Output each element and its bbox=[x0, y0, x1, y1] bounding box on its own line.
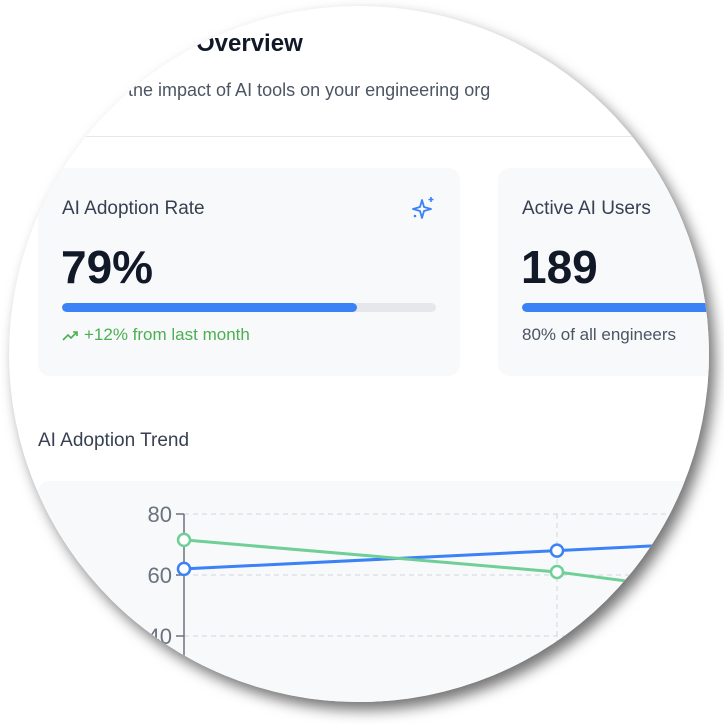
card-label: Active AI Users bbox=[522, 198, 651, 219]
trend-section-title: AI Adoption Trend bbox=[38, 430, 190, 451]
magnifier-lens: Overview the impact of AI tools on your … bbox=[9, 6, 709, 702]
page-subtitle: the impact of AI tools on your engineeri… bbox=[128, 80, 491, 100]
series-blue-point bbox=[176, 561, 192, 577]
y-tick-label: 40 bbox=[148, 624, 172, 649]
card-note-text: +12% from last month bbox=[84, 325, 250, 344]
progress-bar bbox=[62, 303, 436, 312]
y-tick-label: 80 bbox=[148, 502, 172, 527]
sparkles-icon bbox=[412, 197, 434, 219]
card-value: 79% bbox=[61, 241, 154, 293]
progress-fill bbox=[62, 303, 358, 312]
trending-up-icon bbox=[62, 330, 78, 341]
page-title: Overview bbox=[196, 30, 303, 57]
adoption-trend-chart: 40 60 80 bbox=[148, 502, 709, 702]
card-value: 189 bbox=[521, 241, 598, 293]
card-note: 80% of all engineers bbox=[522, 325, 677, 344]
card-ai-adoption-rate: AI Adoption Rate 79% +12% from last mont… bbox=[38, 168, 460, 376]
trend-chart-container: 40 60 80 bbox=[38, 481, 709, 702]
series-blue-point bbox=[549, 543, 565, 558]
card-note: +12% from last month bbox=[62, 325, 250, 345]
card-label: AI Adoption Rate bbox=[62, 198, 205, 219]
card-active-ai-users: Active AI Users 189 80% of all engineers bbox=[498, 168, 709, 376]
series-green-point bbox=[549, 564, 565, 580]
y-tick-label: 60 bbox=[148, 563, 172, 588]
progress-bar bbox=[522, 303, 709, 312]
progress-fill bbox=[522, 303, 709, 312]
header-divider bbox=[9, 136, 709, 137]
series-green-line bbox=[183, 538, 709, 594]
series-green-point bbox=[176, 532, 192, 548]
